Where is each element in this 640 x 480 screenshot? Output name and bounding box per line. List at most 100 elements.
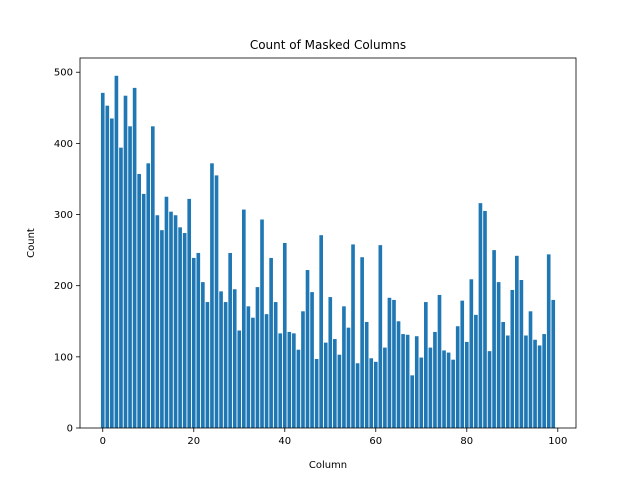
- bar-col-79: [460, 300, 465, 428]
- bar-col-2: [110, 118, 114, 428]
- bar-col-55: [351, 244, 355, 428]
- bar-col-60: [373, 361, 378, 428]
- bar-col-7: [132, 87, 137, 428]
- bar-col-81: [469, 279, 474, 428]
- bar-col-64: [392, 299, 396, 428]
- y-tick-label: 300: [54, 210, 73, 221]
- bar-col-20: [191, 257, 196, 428]
- bar-col-14: [164, 196, 169, 428]
- x-tick-label: 100: [548, 436, 567, 447]
- bar-col-71: [424, 302, 428, 428]
- bar-col-83: [478, 203, 483, 428]
- bar-col-69: [414, 336, 419, 428]
- bar-col-77: [451, 359, 455, 428]
- bar-col-87: [496, 282, 501, 428]
- bar-col-5: [123, 95, 128, 429]
- bar-col-28: [228, 252, 232, 428]
- y-tick-label: 0: [67, 424, 73, 435]
- bar-col-29: [232, 289, 237, 428]
- bar-col-45: [305, 270, 310, 428]
- bar-col-36: [264, 314, 269, 428]
- bar-col-13: [160, 230, 164, 428]
- bar-col-8: [137, 173, 141, 428]
- bar-col-88: [501, 321, 506, 428]
- bar-col-22: [201, 282, 205, 428]
- bar-col-46: [310, 292, 314, 428]
- y-tick-label: 100: [54, 352, 73, 363]
- bar-col-42: [292, 333, 296, 428]
- bar-col-54: [346, 327, 351, 428]
- bar-col-43: [296, 349, 301, 428]
- bar-col-38: [273, 302, 278, 428]
- bar-col-63: [387, 297, 392, 428]
- bar-col-26: [219, 291, 223, 428]
- bar-col-6: [128, 126, 132, 428]
- x-axis-label: Column: [309, 460, 347, 471]
- bar-col-96: [537, 345, 542, 428]
- bar-col-92: [519, 280, 524, 428]
- bar-col-17: [178, 227, 182, 428]
- bar-col-95: [533, 339, 537, 428]
- bar-col-32: [246, 306, 251, 428]
- bar-col-56: [355, 363, 360, 428]
- bar-col-51: [333, 339, 337, 428]
- bar-col-10: [146, 163, 151, 428]
- bar-col-27: [223, 302, 228, 428]
- bar-col-62: [383, 347, 387, 428]
- bar-col-4: [119, 147, 123, 428]
- plot-frame: [79, 57, 577, 429]
- x-tick-label: 20: [187, 436, 200, 447]
- bar-col-72: [428, 347, 433, 428]
- bar-col-24: [210, 163, 214, 428]
- bar-col-12: [155, 215, 160, 428]
- bar-col-84: [483, 210, 487, 428]
- bars-group: [100, 75, 556, 429]
- bar-col-75: [442, 350, 446, 428]
- bar-col-89: [505, 335, 510, 428]
- bar-col-33: [251, 317, 255, 428]
- bar-col-78: [455, 326, 460, 428]
- bar-col-0: [100, 92, 105, 429]
- bar-col-70: [419, 357, 424, 428]
- bar-col-34: [255, 287, 260, 428]
- x-tick-label: 40: [278, 436, 291, 447]
- bar-col-91: [515, 255, 519, 428]
- bar-col-85: [487, 351, 492, 428]
- bar-col-3: [114, 75, 119, 428]
- chart-title: Count of Masked Columns: [250, 38, 406, 52]
- bar-col-57: [360, 257, 364, 428]
- y-tick-label: 500: [54, 68, 73, 79]
- bar-col-16: [173, 215, 178, 428]
- x-tick-label: 60: [369, 436, 382, 447]
- bar-col-35: [260, 219, 264, 428]
- bar-col-74: [437, 294, 442, 428]
- bar-col-68: [410, 375, 414, 428]
- bar-col-66: [401, 334, 405, 428]
- bar-col-49: [323, 342, 328, 428]
- bar-col-82: [474, 314, 478, 428]
- bar-col-53: [342, 306, 346, 428]
- bar-col-67: [405, 334, 410, 428]
- bar-col-73: [433, 331, 437, 428]
- bar-col-58: [364, 321, 369, 428]
- bar-col-61: [378, 245, 383, 428]
- x-tick-label: 0: [100, 436, 106, 447]
- bar-col-40: [282, 243, 287, 428]
- bar-col-44: [301, 311, 305, 428]
- bar-col-41: [287, 331, 292, 428]
- bar-col-59: [369, 358, 374, 428]
- bar-col-15: [169, 211, 173, 428]
- bar-col-30: [237, 330, 242, 428]
- bar-col-98: [546, 254, 551, 428]
- y-axis-label: Count: [26, 228, 37, 258]
- bar-col-52: [337, 354, 342, 428]
- bar-col-37: [269, 257, 273, 428]
- bar-col-97: [542, 334, 546, 428]
- bar-col-94: [528, 311, 533, 428]
- bar-col-80: [464, 341, 469, 428]
- bar-col-19: [187, 198, 192, 428]
- bar-col-18: [182, 233, 187, 428]
- bar-col-25: [214, 175, 219, 428]
- bar-col-50: [328, 297, 333, 428]
